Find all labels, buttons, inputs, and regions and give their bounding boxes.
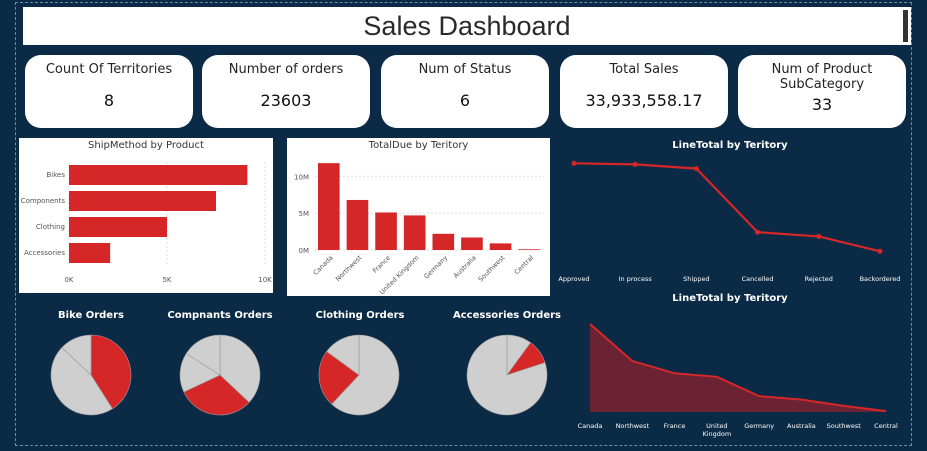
bar: [375, 212, 397, 250]
x-tick-label: Approved: [558, 275, 589, 283]
page-title: Sales Dashboard: [363, 11, 571, 41]
chart-title: TotalDue by Teritory: [368, 140, 469, 151]
kpi-card-total-sales: Total Sales 33,933,558.17: [560, 55, 728, 128]
data-point: [877, 248, 883, 254]
kpi-label: Total Sales: [609, 62, 679, 77]
bar: [69, 191, 216, 211]
title-bar: Sales Dashboard: [23, 7, 911, 45]
x-tick-label: Southwest: [477, 253, 507, 283]
pie-slice: [50, 347, 113, 416]
kpi-label: Number of orders: [228, 62, 344, 77]
x-tick-label: Central: [513, 254, 536, 277]
x-tick-label: Shipped: [683, 275, 709, 283]
bar: [489, 243, 512, 250]
x-tick-label: Australia: [787, 422, 816, 430]
title-accent-bar: [903, 10, 908, 42]
x-tick-label: Canada: [578, 422, 603, 430]
y-tick-label: Accessories: [24, 249, 65, 257]
chart-title: ShipMethod by Product: [88, 140, 204, 151]
x-tick-label: Northwest: [616, 422, 650, 430]
kpi-card-subcategory: Num of Product SubCategory 33: [738, 55, 906, 128]
y-tick-label: Clothing: [36, 223, 65, 231]
linetotal-status-chart: Approved In process Shipped Cancelled Reject…: [558, 160, 901, 283]
totaldue-chart-panel: TotalDue by Teritory 0M 5M 10M Canada Northw…: [287, 138, 550, 296]
y-tick-label: Bikes: [46, 171, 65, 179]
chart-title: Bike Orders: [58, 310, 124, 321]
x-tick-label: Germany: [744, 422, 774, 430]
clothing-orders-pie: [318, 334, 400, 416]
y-tick-label: 0M: [299, 247, 310, 255]
x-tick-label: 10K: [258, 276, 272, 284]
x-tick-label: Canada: [312, 254, 335, 277]
x-tick-label: Australia: [452, 254, 478, 280]
bar: [461, 237, 483, 250]
chart-title: Accessories Orders: [453, 310, 561, 321]
chart-title: Clothing Orders: [315, 310, 405, 321]
bar: [69, 165, 248, 185]
data-point: [693, 166, 699, 172]
x-tick-label: Northwest: [334, 253, 364, 283]
y-tick-label: 10M: [294, 173, 309, 181]
bar: [518, 249, 540, 250]
bar: [403, 215, 426, 250]
x-tick-label: Cancelled: [742, 275, 774, 283]
data-point: [755, 229, 761, 235]
bar: [318, 163, 340, 250]
bar: [346, 199, 369, 250]
x-tick-label: 5K: [162, 276, 171, 284]
pie-slice: [61, 334, 92, 376]
components-orders-pie: [179, 334, 261, 416]
accessories-orders-pie: [466, 334, 548, 416]
x-tick-label: 0K: [64, 276, 73, 284]
chart-title: LineTotal by Teritory: [672, 140, 788, 151]
x-tick-label: Central: [874, 422, 898, 430]
kpi-value: 8: [103, 91, 115, 110]
kpi-value: 33,933,558.17: [585, 91, 703, 110]
data-point: [632, 161, 638, 167]
pie-slice: [183, 374, 250, 416]
x-tick-label: Backordered: [860, 275, 901, 283]
x-tick-label: France: [371, 254, 392, 275]
shipmethod-chart-panel: ShipMethod by Product 0K 5K 10K Bikes Compon…: [19, 138, 273, 293]
bar: [69, 243, 111, 263]
pie-slice: [466, 334, 548, 416]
bike-orders-pie: [50, 334, 132, 416]
kpi-label: Count Of Territories: [45, 62, 173, 77]
x-tick-label: Southwest: [827, 422, 862, 430]
linetotal-territory-area-chart: Canada Northwest France United Kingdom German…: [578, 323, 898, 438]
kpi-label: Num of Status: [418, 62, 512, 77]
kpi-value: 23603: [260, 91, 312, 110]
kpi-card-territories: Count Of Territories 8: [25, 55, 193, 128]
pie-slice: [219, 334, 261, 403]
chart-title: LineTotal by Teritory: [672, 293, 788, 304]
bar: [432, 233, 455, 250]
x-tick-label: France: [664, 422, 686, 430]
x-tick-label: United Kingdom: [702, 422, 731, 438]
pie-slice: [318, 351, 360, 405]
data-point: [816, 233, 822, 239]
data-point: [571, 160, 577, 166]
kpi-value: 33: [811, 95, 833, 114]
pie-slice: [326, 334, 360, 376]
area-fill: [590, 324, 886, 412]
kpi-value: 6: [459, 91, 471, 110]
series-line: [573, 162, 881, 253]
y-tick-label: 5M: [299, 210, 310, 218]
kpi-card-status: Num of Status 6: [381, 55, 549, 128]
kpi-label: Num of Product SubCategory: [771, 62, 873, 92]
kpi-card-orders: Number of orders 23603: [202, 55, 370, 128]
series-line: [589, 323, 887, 413]
dashboard-frame: [15, 2, 912, 446]
chart-title: Compnants Orders: [167, 310, 273, 321]
x-tick-label: Rejected: [805, 275, 833, 283]
pie-slice: [185, 334, 221, 376]
bar: [69, 217, 167, 237]
pie-slice: [331, 334, 400, 416]
shipmethod-chart: 0K 5K 10K Bikes Components Clothing Accessorie…: [21, 162, 272, 284]
x-tick-label: In process: [619, 275, 653, 283]
y-tick-label: Components: [21, 197, 66, 205]
x-tick-label: Germany: [422, 254, 449, 281]
